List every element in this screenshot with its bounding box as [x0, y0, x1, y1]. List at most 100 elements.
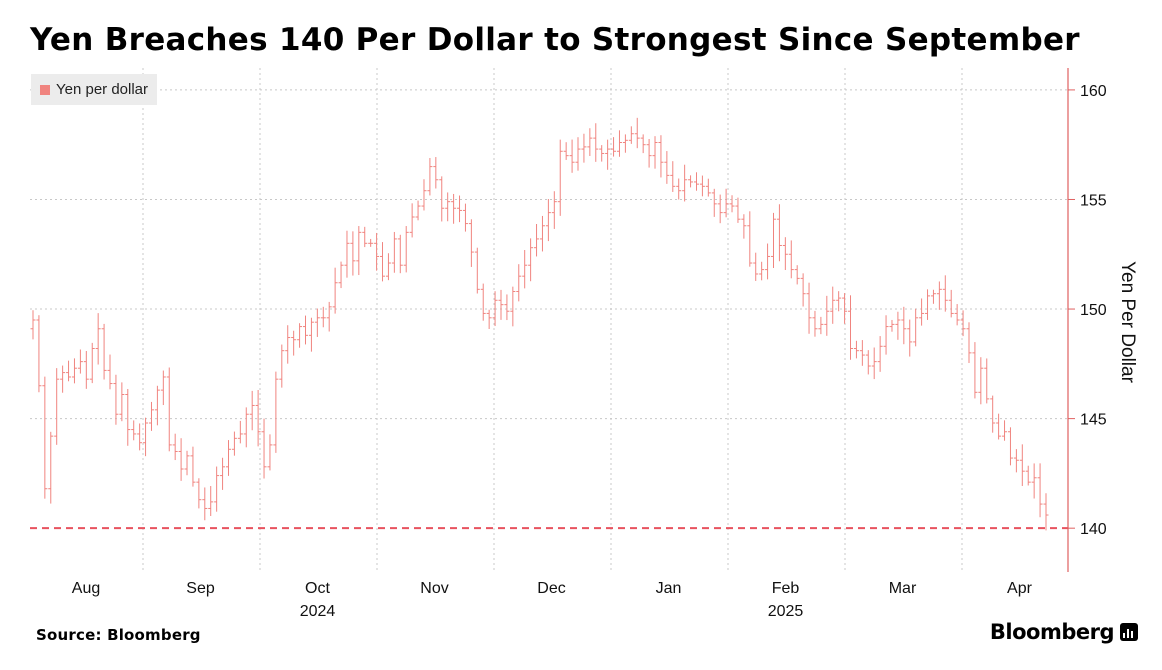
- ohlc-bar: [954, 304, 960, 326]
- ohlc-bar: [895, 311, 901, 340]
- ohlc-bar: [842, 293, 848, 324]
- ohlc-bar: [297, 323, 303, 348]
- ohlc-bar: [368, 238, 374, 247]
- ohlc-bar: [214, 466, 220, 512]
- ohlc-bar: [522, 250, 528, 289]
- ohlc-bar: [563, 142, 569, 160]
- ohlc-bar: [338, 261, 344, 289]
- ohlc-bar: [279, 344, 285, 388]
- ohlc-bar: [474, 247, 480, 294]
- ohlc-bar: [1013, 449, 1019, 473]
- ohlc-bar: [291, 330, 297, 356]
- x-tick-label: Apr: [1007, 580, 1033, 597]
- ohlc-bar: [996, 413, 1002, 440]
- ohlc-bar: [54, 368, 60, 445]
- ohlc-bar: [557, 139, 563, 216]
- x-year-label: 2025: [768, 603, 804, 620]
- ohlc-bar: [907, 319, 913, 357]
- ohlc-bar: [415, 200, 421, 221]
- ohlc-bar: [693, 172, 699, 191]
- ohlc-bar: [800, 273, 806, 307]
- ohlc-bar: [492, 291, 498, 327]
- ohlc-bar: [664, 151, 670, 184]
- ohlc-bar: [314, 308, 320, 337]
- ohlc-bar: [95, 313, 101, 365]
- ohlc-bar: [166, 367, 172, 452]
- ohlc-bar: [83, 350, 89, 389]
- x-axis: Aug Sep Oct 2024 Nov Dec Jan Feb 2025 Mar Apr: [72, 580, 1033, 620]
- ohlc-bar: [267, 434, 273, 471]
- ohlc-bar: [190, 446, 196, 487]
- ohlc-bar: [699, 175, 705, 197]
- ohlc-bar: [202, 487, 208, 521]
- ohlc-bar: [688, 175, 694, 188]
- ohlc-bar: [747, 211, 753, 267]
- ohlc-bar: [350, 231, 356, 276]
- ohlc-bar: [385, 253, 391, 281]
- ohlc-bar: [261, 418, 267, 479]
- ohlc-bar: [581, 133, 587, 163]
- ohlc-bar: [486, 309, 492, 329]
- ohlc-bar: [178, 438, 184, 481]
- ohlc-bar: [848, 295, 854, 360]
- ohlc-bar: [445, 192, 451, 222]
- ohlc-bar: [936, 281, 942, 310]
- ohlc-bar: [765, 243, 771, 280]
- ohlc-bar: [344, 230, 350, 278]
- grid: [30, 68, 1068, 572]
- ohlc-bar: [308, 317, 314, 352]
- y-tick-label: 160: [1080, 83, 1107, 100]
- ohlc-bar: [616, 130, 622, 157]
- ohlc-bar: [148, 401, 154, 431]
- ohlc-bar: [143, 417, 149, 457]
- ohlc-bar: [711, 188, 717, 217]
- ohlc-bar: [830, 286, 836, 324]
- x-tick-label: Jan: [656, 580, 682, 597]
- ohlc-bar: [942, 275, 948, 312]
- ohlc-bar: [770, 212, 776, 268]
- ohlc-bar: [978, 357, 984, 405]
- ohlc-bar: [249, 390, 255, 431]
- ohlc-bar: [30, 310, 36, 340]
- ohlc-bar: [273, 371, 279, 453]
- ohlc-bar: [776, 204, 782, 262]
- ohlc-bar: [225, 440, 231, 476]
- ohlc-bar: [960, 310, 966, 337]
- ohlc-bar: [753, 252, 759, 281]
- ohlc-bar: [1007, 427, 1013, 466]
- ohlc-bar: [391, 231, 397, 273]
- ohlc-bar: [48, 431, 54, 504]
- bloomberg-terminal-icon: [1120, 623, 1138, 641]
- ohlc-bar: [356, 226, 362, 276]
- ohlc-bar: [504, 294, 510, 321]
- bloomberg-logo: Bloomberg: [990, 620, 1138, 644]
- ohlc-bar: [1019, 444, 1025, 486]
- ohlc-bar: [640, 134, 646, 154]
- ohlc-bar: [859, 340, 865, 366]
- ohlc-bar: [77, 349, 83, 374]
- ohlc-bar: [901, 306, 907, 345]
- ohlc-bar: [421, 179, 427, 211]
- ohlc-bar: [723, 188, 729, 218]
- ohlc-bar: [89, 342, 95, 384]
- ohlc-bar: [551, 191, 557, 229]
- ohlc-bar: [717, 194, 723, 224]
- ohlc-bar: [462, 203, 468, 232]
- ohlc-bar: [682, 164, 688, 202]
- ohlc-bar: [545, 198, 551, 242]
- ohlc-bar: [451, 193, 457, 224]
- ohlc-bar: [125, 388, 131, 446]
- ohlc-bar: [735, 197, 741, 223]
- ohlc-bar: [362, 226, 368, 248]
- ohlc-bar: [652, 136, 658, 169]
- ohlc-bar: [729, 195, 735, 213]
- ohlc-bar: [172, 433, 178, 461]
- ohlc-bar: [516, 264, 522, 302]
- ohlc-bar: [433, 157, 439, 189]
- ohlc-bar: [1031, 463, 1037, 499]
- ohlc-bar: [925, 289, 931, 320]
- y-axis-label: Yen Per Dollar: [1117, 261, 1138, 383]
- y-tick-label: 150: [1080, 302, 1107, 319]
- ohlc-bar: [759, 261, 765, 281]
